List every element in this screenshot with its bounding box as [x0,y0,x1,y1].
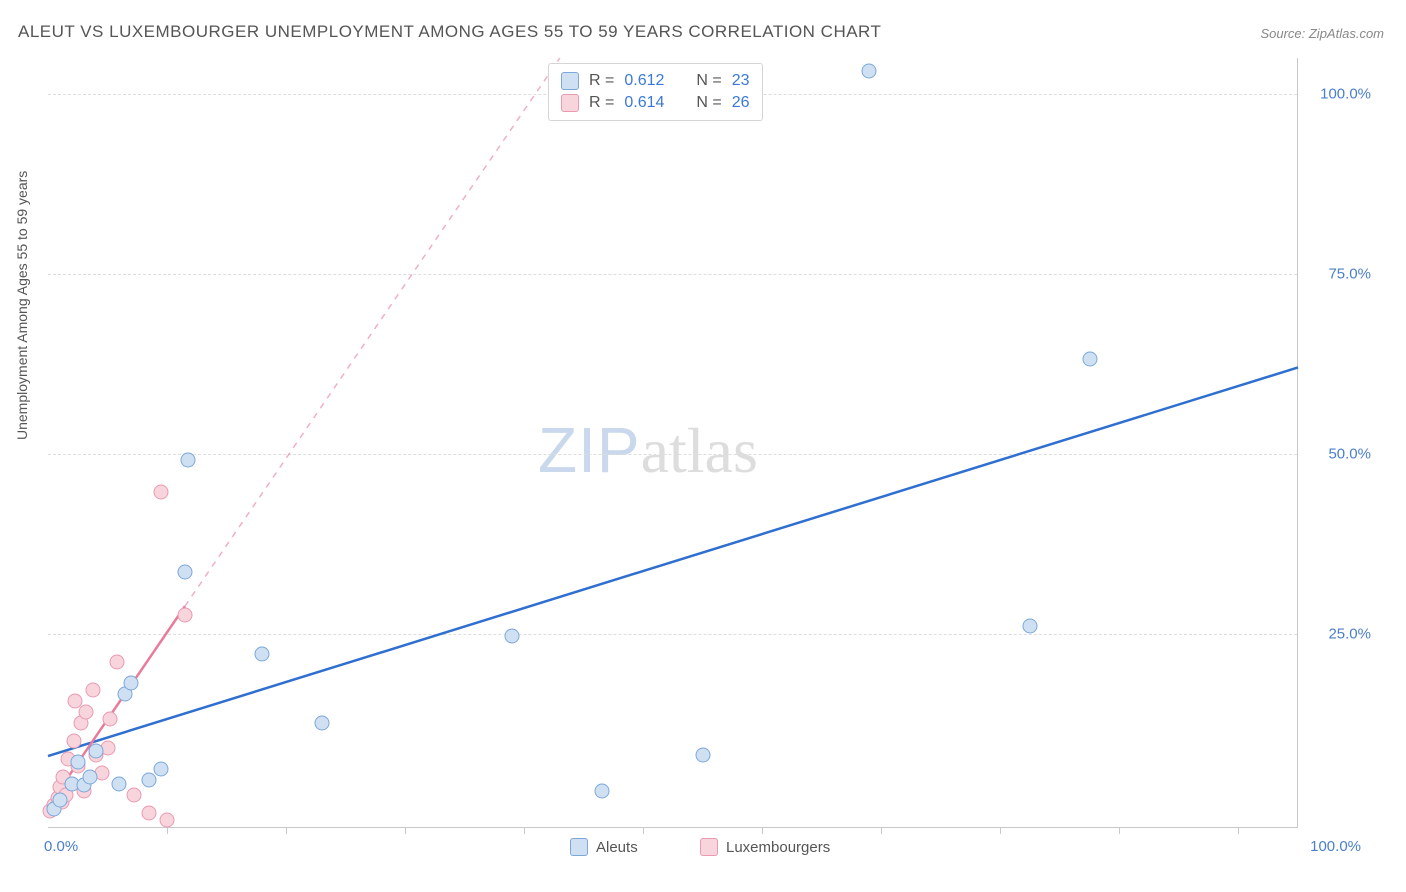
data-point [52,792,67,807]
data-point [862,64,877,79]
data-point [142,805,157,820]
data-point [255,647,270,662]
data-point [1082,352,1097,367]
data-point [126,787,141,802]
trend-lines [48,58,1298,828]
correlation-stats-box: R = 0.612 N = 23 R = 0.614 N = 26 [548,63,763,121]
x-max-label: 100.0% [1310,838,1361,855]
data-point [177,607,192,622]
data-point [70,755,85,770]
data-point [154,762,169,777]
swatch-luxembourgers [561,94,579,112]
y-tick-label: 75.0% [1307,265,1371,282]
data-point [160,812,175,827]
r-value-luxembourgers: 0.614 [624,94,664,112]
data-point [67,733,82,748]
r-label: R = [589,72,614,90]
data-point [86,683,101,698]
data-point [110,654,125,669]
data-point [82,769,97,784]
legend-swatch-luxembourgers [700,838,718,856]
x-origin-label: 0.0% [44,838,78,855]
legend-label-luxembourgers: Luxembourgers [726,839,830,856]
r-label: R = [589,94,614,112]
data-point [181,453,196,468]
stats-row-luxembourgers: R = 0.614 N = 26 [561,92,750,114]
swatch-aleuts [561,72,579,90]
data-point [695,748,710,763]
data-point [102,712,117,727]
x-tick [643,827,644,834]
x-tick [524,827,525,834]
data-point [142,773,157,788]
data-point [68,694,83,709]
data-point [88,744,103,759]
data-point [79,704,94,719]
x-tick [167,827,168,834]
data-point [1023,618,1038,633]
stats-row-aleuts: R = 0.612 N = 23 [561,70,750,92]
n-value-aleuts: 23 [732,72,750,90]
y-tick-label: 50.0% [1307,445,1371,462]
data-point [314,715,329,730]
x-tick [881,827,882,834]
x-tick [762,827,763,834]
data-point [594,784,609,799]
r-value-aleuts: 0.612 [624,72,664,90]
y-tick-label: 25.0% [1307,625,1371,642]
x-tick [1000,827,1001,834]
n-value-luxembourgers: 26 [732,94,750,112]
data-point [505,629,520,644]
n-label: N = [696,72,721,90]
x-tick [1119,827,1120,834]
scatter-plot-area: ZIPatlas 25.0%50.0%75.0%100.0%0.0%100.0% [48,58,1298,828]
data-point [124,676,139,691]
x-tick [1238,827,1239,834]
n-label: N = [696,94,721,112]
x-tick [405,827,406,834]
legend-aleuts: Aleuts [570,838,638,856]
data-point [177,564,192,579]
source-attribution: Source: ZipAtlas.com [1260,26,1384,41]
y-tick-label: 100.0% [1307,85,1371,102]
legend-swatch-aleuts [570,838,588,856]
legend-label-aleuts: Aleuts [596,839,638,856]
data-point [112,776,127,791]
legend-luxembourgers: Luxembourgers [700,838,830,856]
x-tick [286,827,287,834]
y-axis-label: Unemployment Among Ages 55 to 59 years [14,171,30,440]
data-point [154,485,169,500]
chart-title: ALEUT VS LUXEMBOURGER UNEMPLOYMENT AMONG… [18,22,881,42]
